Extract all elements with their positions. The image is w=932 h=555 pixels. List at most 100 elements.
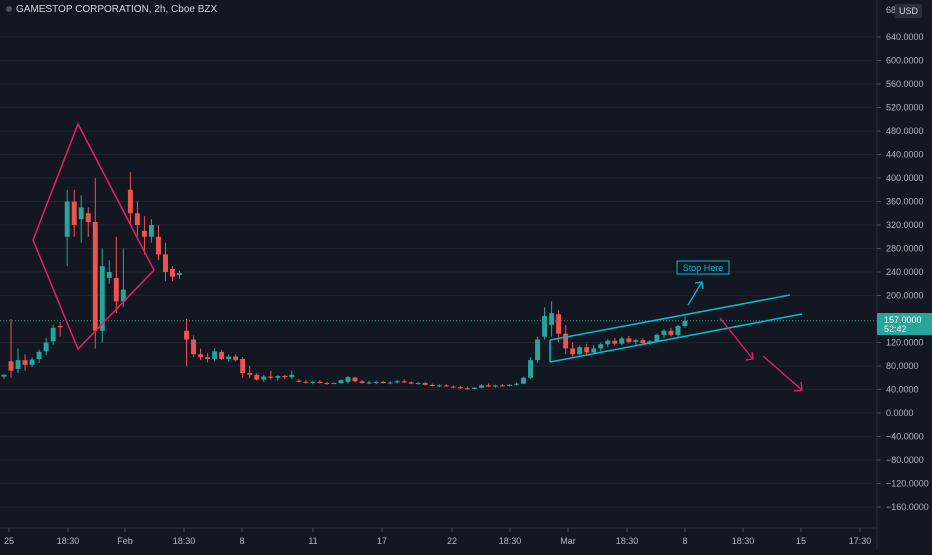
candle bbox=[436, 384, 442, 388]
candle bbox=[268, 370, 274, 380]
candle bbox=[57, 321, 63, 337]
candle-body bbox=[528, 360, 534, 378]
candles bbox=[1, 172, 688, 390]
candle-body bbox=[36, 351, 42, 359]
candle-body bbox=[127, 189, 133, 214]
candle-body bbox=[50, 327, 56, 342]
candle bbox=[507, 384, 512, 387]
candle-body bbox=[443, 385, 449, 387]
candle-body bbox=[191, 339, 197, 355]
candle bbox=[15, 348, 21, 374]
x-tick-label: Mar bbox=[560, 536, 576, 546]
candle bbox=[387, 381, 393, 385]
last-price-badge: 157.0000 52:42 bbox=[877, 313, 932, 335]
candle bbox=[612, 337, 618, 346]
candle bbox=[247, 366, 253, 378]
candle-body bbox=[619, 338, 625, 344]
candle-body bbox=[113, 277, 119, 302]
candle-body bbox=[1, 374, 7, 377]
channel-upper-line[interactable] bbox=[549, 294, 791, 341]
x-tick-label: 18:30 bbox=[173, 536, 196, 546]
y-tick-label: 200.0000 bbox=[886, 291, 924, 301]
candle-body bbox=[29, 359, 35, 365]
candle bbox=[254, 373, 260, 381]
candle-body bbox=[661, 330, 667, 335]
candle bbox=[282, 374, 288, 379]
stop-here-label[interactable]: Stop Here bbox=[676, 260, 730, 275]
candle-body bbox=[296, 380, 302, 382]
x-tick-label: 11 bbox=[308, 536, 317, 546]
candle-body bbox=[233, 356, 239, 361]
candle-body bbox=[591, 348, 597, 353]
candle bbox=[478, 384, 484, 389]
candle bbox=[563, 324, 569, 355]
candle bbox=[345, 375, 351, 384]
y-tick-label: −40.0000 bbox=[886, 432, 924, 442]
candle bbox=[485, 383, 491, 388]
candle bbox=[556, 310, 562, 343]
up-arrow[interactable] bbox=[687, 281, 704, 306]
candle-body bbox=[366, 382, 372, 384]
y-tick-label: −120.0000 bbox=[886, 479, 929, 489]
candle-body bbox=[64, 201, 70, 237]
candle-body bbox=[394, 381, 400, 383]
down-arrow-path[interactable] bbox=[719, 317, 803, 392]
candle-body bbox=[71, 201, 77, 225]
candle bbox=[303, 380, 309, 384]
candle-body bbox=[106, 272, 112, 278]
y-axis-top-label: 68 bbox=[886, 5, 896, 15]
candle-body bbox=[275, 375, 281, 378]
candle bbox=[380, 380, 386, 384]
x-tick-label: 18:30 bbox=[616, 536, 639, 546]
candle-body bbox=[429, 384, 435, 386]
candle-body bbox=[605, 340, 611, 345]
x-tick-label: 18:30 bbox=[732, 536, 755, 546]
candle-body bbox=[226, 356, 232, 359]
candle bbox=[226, 354, 232, 362]
x-tick-label: 18:30 bbox=[499, 536, 522, 546]
y-tick-label: −80.0000 bbox=[886, 455, 924, 465]
x-axis[interactable]: 25 18:30 Feb 18:30 8 11 17 22 18:30 Mar 18:30 8 18:3… bbox=[4, 528, 871, 546]
candle bbox=[36, 349, 42, 364]
candle-body bbox=[57, 326, 63, 328]
y-tick-label: 280.0000 bbox=[886, 244, 924, 254]
y-tick-label: 480.0000 bbox=[886, 126, 924, 136]
currency-badge[interactable]: USD bbox=[895, 4, 923, 18]
x-tick-label: 15 bbox=[796, 536, 806, 546]
candle bbox=[331, 382, 337, 385]
channel-lower-line[interactable] bbox=[549, 313, 803, 363]
candle-body bbox=[521, 377, 526, 384]
candle-body bbox=[478, 385, 484, 388]
candle-body bbox=[240, 358, 246, 374]
candle-body bbox=[485, 385, 491, 387]
y-tick-label: 440.0000 bbox=[886, 150, 924, 160]
y-tick-label: 640.0000 bbox=[886, 32, 924, 42]
x-tick-label: 17 bbox=[377, 536, 387, 546]
y-tick-label: 320.0000 bbox=[886, 220, 924, 230]
candle-body bbox=[535, 339, 541, 361]
symbol-legend[interactable]: GAMESTOP CORPORATION, 2h, Cboe BZX bbox=[6, 4, 217, 15]
candle bbox=[120, 248, 126, 308]
diamond-pattern-drawing[interactable] bbox=[32, 122, 155, 351]
candle bbox=[106, 260, 112, 284]
candle bbox=[85, 207, 91, 237]
candle bbox=[50, 324, 56, 345]
y-tick-label: 520.0000 bbox=[886, 103, 924, 113]
candle-body bbox=[612, 340, 618, 344]
candle-body bbox=[556, 314, 562, 334]
x-tick-label: 8 bbox=[239, 536, 244, 546]
candle-body bbox=[120, 289, 126, 302]
candle bbox=[64, 189, 70, 267]
candle bbox=[233, 354, 239, 362]
candle bbox=[177, 270, 182, 280]
candle-body bbox=[345, 377, 351, 382]
candle bbox=[549, 301, 555, 337]
candle-body bbox=[436, 385, 442, 387]
candle-body bbox=[324, 383, 330, 385]
candle bbox=[584, 343, 590, 355]
candle-body bbox=[387, 382, 393, 384]
candle-body bbox=[577, 347, 583, 355]
y-axis[interactable]: 640.0000 600.0000 560.0000 520.0000 480.0000… bbox=[877, 32, 929, 512]
